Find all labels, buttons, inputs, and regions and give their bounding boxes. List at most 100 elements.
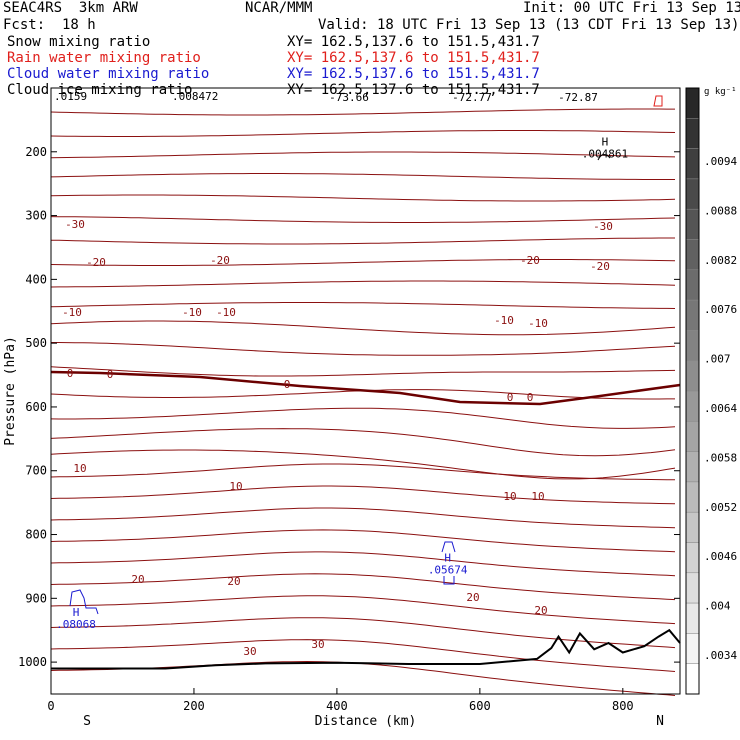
cloud-outline [653,95,663,107]
temperature-contour [50,551,676,577]
temperature-contour [50,660,676,696]
field-xy: XY= 162.5,137.6 to 151.5,431.7 [287,82,540,98]
contour-label: 20 [227,575,240,588]
contour-label: 10 [73,462,86,475]
y-tick-label: 300 [25,209,47,223]
colorbar-swatch [685,330,700,361]
contour-label: 0 [507,391,514,404]
contour-label: -20 [210,254,230,267]
valid-time: Valid: 18 UTC Fri 13 Sep 13 (13 CDT Fri … [318,17,740,33]
high-marker: H [444,551,451,564]
contour-label: -72.77 [452,91,492,104]
contour-label: 20 [131,573,144,586]
colorbar-swatch [685,602,700,634]
forecast-hour: Fcst: 18 h [3,17,96,33]
temperature-contour [50,130,676,137]
temperature-contour [50,280,676,288]
contour-label: -20 [520,254,540,267]
x-tick-label: 800 [612,699,634,713]
colorbar-swatch [685,390,700,422]
temperature-contour [50,366,676,377]
x-tick-label: 0 [47,699,54,713]
y-axis-label: Pressure (hPa) [3,336,18,446]
x-axis-label: Distance (km) [315,714,417,729]
y-tick-label: 200 [25,145,47,159]
contour-label: 30 [311,638,324,651]
colorbar-swatch [685,633,700,664]
zero-degree-contour [50,370,681,406]
colorbar-swatch [685,148,700,180]
contour-label: -72.87 [558,91,598,104]
y-tick-label: 900 [25,591,47,605]
high-marker: H [602,135,609,148]
temperature-contour [50,617,676,649]
field-xy: XY= 162.5,137.6 to 151.5,431.7 [287,34,540,50]
init-time: Init: 00 UTC Fri 13 Sep 13 [523,0,740,16]
y-tick-label: 800 [25,528,47,542]
colorbar-label: .004 [704,600,731,613]
colorbar-swatch [685,178,700,210]
model-title: SEAC4RS 3km ARW [3,0,138,16]
contour-label: 20 [466,591,479,604]
contour-label: -10 [62,306,82,319]
temperature-contour [50,108,675,116]
colorbar-swatch [685,511,700,543]
cloud-outline [597,154,611,161]
colorbar-swatch [685,299,700,331]
high-value-label: .004861 [582,147,628,160]
contour-label: -10 [216,306,236,319]
contour-label: 30 [243,645,256,658]
x-tick-label: 600 [469,699,491,713]
cloud-outline [443,576,455,585]
temperature-contour [50,216,676,223]
colorbar-swatch [685,239,700,271]
colorbar-swatch [685,451,700,483]
colorbar-label: .0058 [704,451,737,464]
contour-label: -30 [593,220,613,233]
contour-label: -20 [86,256,106,269]
field-xy: XY= 162.5,137.6 to 151.5,431.7 [287,50,540,66]
temperature-contour [50,173,675,180]
temperature-contour [50,259,676,266]
cloud-outline [441,541,456,553]
cloud-outline [69,589,99,615]
field-xy: XY= 162.5,137.6 to 151.5,431.7 [287,66,540,82]
temperature-contour [50,320,676,336]
temperature-contour [50,595,676,625]
y-tick-label: 600 [25,400,47,414]
high-marker: H [73,606,80,619]
colorbar-swatch [685,481,700,513]
colorbar-swatch [685,87,700,119]
contour-label: 0 [527,391,534,404]
colorbar-swatch [685,118,700,149]
terrain-line [51,628,681,670]
colorbar-frame [685,87,700,695]
x-endpoint-label: N [656,714,664,729]
colorbar-label: .007 [704,353,731,366]
colorbar-swatch [685,269,700,301]
temperature-contour [50,485,676,505]
y-tick-label: 500 [25,336,47,350]
x-endpoint-label: S [83,714,91,729]
field-name: Snow mixing ratio [7,34,151,50]
colorbar-label: .0082 [704,254,737,267]
temperature-contour [50,151,676,159]
colorbar-unit: g kg⁻¹ [704,87,737,97]
contour-label: 0 [67,367,74,380]
field-name: Cloud ice mixing ratio [7,82,193,98]
colorbar-swatch [685,663,700,695]
contour-label: 10 [503,490,516,503]
contour-label: -73.66 [329,91,369,104]
colorbar-swatch [685,360,700,392]
y-tick-label: 700 [25,464,47,478]
contour-label: .0159 [54,90,87,103]
high-value-label: .08068 [56,618,96,631]
colorbar-label: .0088 [704,204,737,217]
contour-label: .008472 [172,90,218,103]
temperature-contour [50,573,676,601]
temperature-contour [51,342,676,356]
temperature-contour [50,302,676,309]
temperature-contour [50,463,676,481]
x-tick-label: 200 [183,699,205,713]
